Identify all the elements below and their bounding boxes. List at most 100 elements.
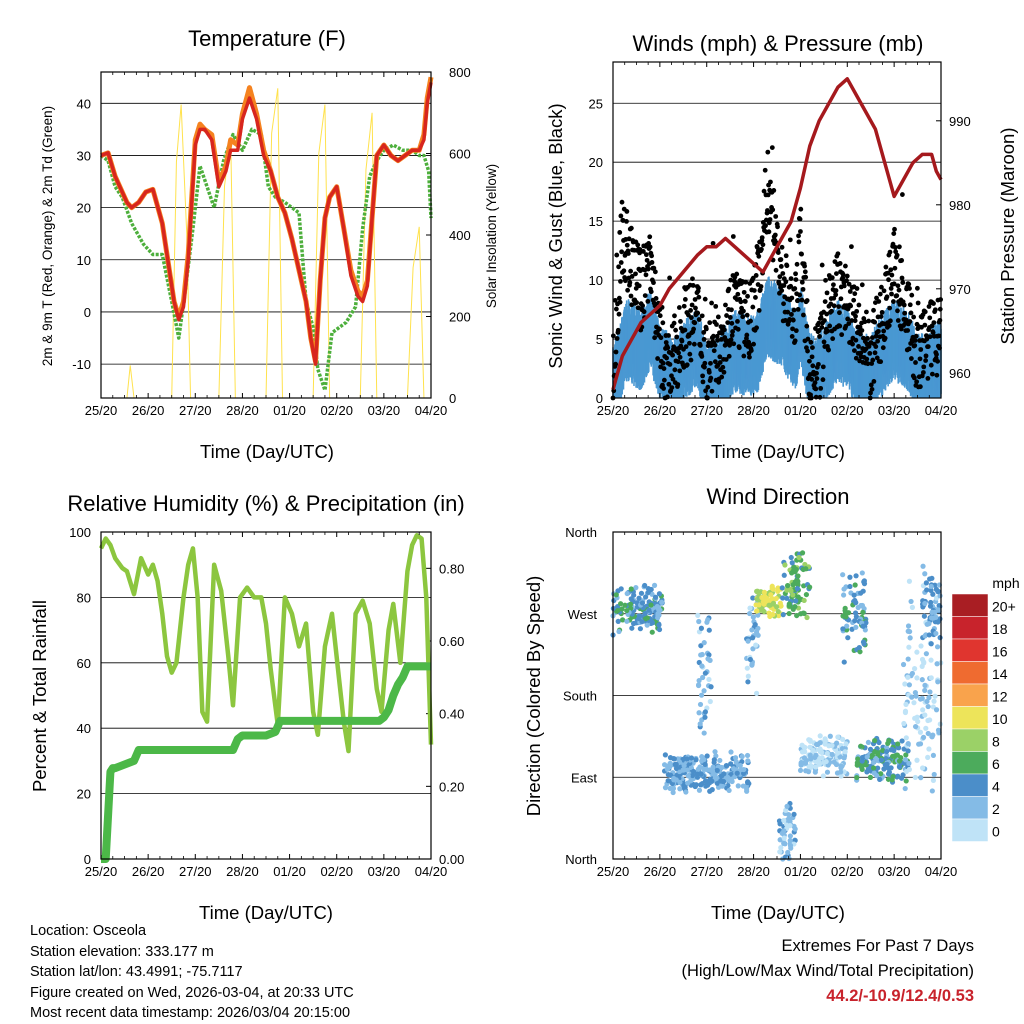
direction-point bbox=[816, 761, 823, 767]
gust-point bbox=[713, 303, 719, 309]
precip-line bbox=[101, 662, 431, 863]
rh-line bbox=[98, 533, 434, 754]
direction-point bbox=[656, 591, 663, 597]
gust-point bbox=[871, 307, 876, 313]
direction-point bbox=[717, 757, 723, 764]
gust-point bbox=[672, 313, 677, 319]
direction-point bbox=[888, 765, 894, 771]
direction-point bbox=[624, 618, 630, 624]
gust-point bbox=[613, 349, 619, 355]
direction-point bbox=[695, 612, 701, 619]
gust-point bbox=[846, 321, 852, 327]
gust-point bbox=[665, 345, 671, 351]
y2-tick-label: 200 bbox=[449, 310, 471, 325]
y-tick-label: 5 bbox=[596, 332, 603, 347]
direction-point bbox=[642, 610, 648, 616]
direction-point bbox=[934, 644, 941, 650]
direction-point bbox=[908, 598, 914, 605]
gust-point bbox=[759, 235, 765, 241]
direction-point bbox=[800, 566, 806, 573]
direction-point bbox=[840, 736, 846, 742]
gust-point bbox=[937, 306, 943, 312]
gust-point bbox=[696, 294, 702, 300]
gust-point bbox=[892, 226, 897, 232]
gust-point bbox=[778, 264, 784, 269]
gust-point bbox=[796, 239, 802, 245]
gust-point bbox=[878, 284, 884, 290]
gust-point bbox=[906, 346, 912, 352]
gust-point bbox=[753, 295, 758, 300]
gust-point bbox=[699, 313, 705, 319]
gust-point bbox=[925, 376, 931, 381]
gust-point bbox=[805, 336, 811, 342]
direction-point bbox=[749, 627, 755, 633]
direction-point bbox=[820, 773, 826, 779]
direction-point bbox=[800, 610, 806, 616]
direction-point bbox=[932, 609, 938, 615]
gust-point bbox=[835, 251, 841, 257]
gust-point bbox=[741, 308, 746, 314]
direction-point bbox=[701, 640, 707, 646]
gust-point bbox=[674, 334, 680, 340]
x-tick-label: 04/20 bbox=[415, 864, 448, 879]
legend-label: 16 bbox=[992, 644, 1008, 660]
winds-pressure-panel: Winds (mph) & Pressure (mb) 0 5 10 15 20 25 96… bbox=[545, 31, 1018, 462]
gust-point bbox=[783, 279, 789, 285]
legend-label: 12 bbox=[992, 689, 1008, 705]
gust-point bbox=[807, 358, 812, 364]
winddir-title: Wind Direction bbox=[706, 484, 849, 509]
direction-point bbox=[760, 595, 766, 601]
gust-point bbox=[795, 298, 801, 303]
direction-point bbox=[919, 765, 926, 771]
gust-point bbox=[858, 350, 864, 356]
gust-point bbox=[920, 370, 926, 375]
gust-point bbox=[706, 369, 712, 375]
direction-point bbox=[925, 730, 931, 737]
direction-point bbox=[905, 740, 911, 747]
direction-point bbox=[890, 753, 896, 759]
direction-point bbox=[935, 589, 941, 595]
gust-point bbox=[891, 231, 897, 237]
direction-point bbox=[896, 758, 903, 764]
gust-point bbox=[912, 343, 918, 348]
direction-point bbox=[733, 759, 739, 765]
direction-point bbox=[739, 753, 745, 760]
direction-point bbox=[930, 777, 937, 783]
gust-point bbox=[676, 350, 681, 356]
x-tick-label: 28/20 bbox=[737, 864, 770, 879]
gust-point bbox=[710, 240, 716, 246]
legend-swatch bbox=[951, 616, 989, 640]
direction-point bbox=[823, 758, 829, 765]
gust-point bbox=[853, 337, 859, 343]
gust-point bbox=[652, 335, 658, 341]
y-tick-label: North bbox=[565, 852, 597, 867]
gust-point bbox=[708, 360, 713, 366]
direction-point bbox=[627, 601, 634, 607]
direction-point bbox=[928, 587, 934, 593]
direction-point bbox=[864, 754, 870, 760]
y2-tick-label: 0.20 bbox=[439, 779, 464, 794]
gust-point bbox=[655, 356, 661, 361]
y2-tick-label: 800 bbox=[449, 65, 471, 80]
y2-tick-label: 0 bbox=[449, 391, 456, 406]
direction-point bbox=[802, 749, 808, 755]
gust-point bbox=[690, 283, 696, 288]
direction-point bbox=[905, 628, 911, 634]
legend-label: 8 bbox=[992, 734, 1000, 750]
gust-point bbox=[884, 294, 890, 300]
gust-point bbox=[756, 307, 762, 313]
gust-point bbox=[829, 275, 835, 281]
winds-xlabel: Time (Day/UTC) bbox=[711, 441, 845, 462]
direction-point bbox=[920, 707, 926, 713]
gust-point bbox=[831, 303, 837, 309]
direction-point bbox=[744, 779, 751, 786]
direction-point bbox=[688, 778, 694, 784]
gust-point bbox=[931, 301, 936, 306]
gust-point bbox=[789, 295, 795, 301]
gust-point bbox=[790, 326, 795, 332]
gust-point bbox=[735, 326, 741, 332]
gust-point bbox=[661, 386, 667, 391]
gust-point bbox=[923, 358, 929, 363]
gust-point bbox=[890, 299, 896, 304]
y-tick-label: 15 bbox=[589, 214, 603, 229]
